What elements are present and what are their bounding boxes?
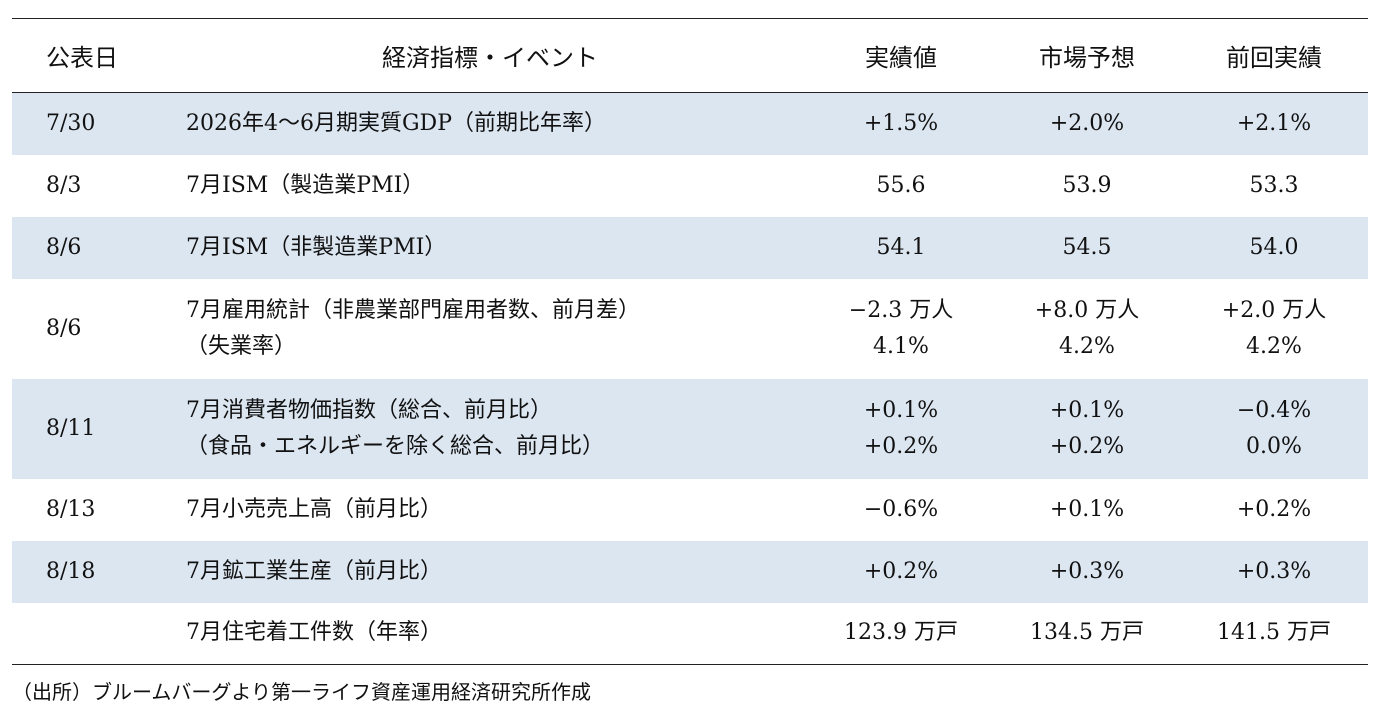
row-indicator: 2026年4～6月期実質GDP（前期比年率）	[172, 92, 808, 155]
actual-value: −0.6%	[863, 496, 939, 522]
actual-value: +0.2%	[863, 558, 939, 584]
table-row: 8/6 7月雇用統計（非農業部門雇用者数、前月差） （失業率） −2.3 万人 …	[12, 279, 1368, 379]
actual-value: 123.9 万戸	[844, 620, 958, 646]
source-note: （出所）ブルームバーグより第一ライフ資産運用経済研究所作成	[12, 680, 591, 704]
table-row: 7/30 2026年4～6月期実質GDP（前期比年率） +1.5% +2.0% …	[12, 92, 1368, 155]
row-previous: +0.2%	[1180, 479, 1368, 541]
expected-value: +8.0 万人	[1034, 297, 1140, 323]
previous-value: 0.0%	[1246, 433, 1302, 459]
header-date: 公表日	[12, 18, 172, 93]
row-date: 8/13	[46, 497, 96, 522]
header-previous: 前回実績	[1180, 18, 1368, 93]
row-actual: −0.6%	[808, 479, 994, 541]
indicator-line: 7月住宅着工件数（年率）	[186, 620, 442, 646]
indicator-line: 2026年4～6月期実質GDP（前期比年率）	[186, 110, 606, 136]
previous-value: 141.5 万戸	[1217, 620, 1331, 646]
row-date: 8/11	[12, 378, 172, 479]
indicator-line: 7月消費者物価指数（総合、前月比）	[186, 397, 552, 423]
row-date: 8/3	[46, 173, 82, 198]
actual-value: 54.1	[876, 234, 926, 260]
row-actual: +1.5%	[808, 92, 994, 155]
row-actual: 55.6	[808, 155, 994, 217]
row-expected: 54.5	[994, 216, 1180, 279]
indicator-line: （失業率）	[186, 333, 297, 359]
row-previous: −0.4% 0.0%	[1180, 378, 1368, 479]
row-previous: 141.5 万戸	[1180, 602, 1368, 665]
actual-value: +1.5%	[863, 110, 939, 136]
expected-value: 134.5 万戸	[1030, 620, 1144, 646]
actual-value: 4.1%	[873, 333, 929, 359]
expected-value: +2.0%	[1049, 110, 1125, 136]
row-date: 8/18	[12, 540, 172, 603]
table-row: 8/11 7月消費者物価指数（総合、前月比） （食品・エネルギーを除く総合、前月…	[12, 378, 1368, 479]
row-date	[12, 602, 172, 665]
row-date: 8/6	[12, 216, 172, 279]
economic-indicators-table-wrap: 公表日 経済指標・イベント 実績値 市場予想 前回実績 7/30 2026年4～…	[12, 18, 1368, 665]
row-expected: 53.9	[994, 155, 1180, 217]
indicator-line: 7月小売売上高（前月比）	[186, 496, 442, 522]
row-actual: −2.3 万人 4.1%	[808, 279, 994, 379]
row-indicator: 7月雇用統計（非農業部門雇用者数、前月差） （失業率）	[172, 279, 808, 379]
header-row: 公表日 経済指標・イベント 実績値 市場予想 前回実績	[12, 18, 1368, 93]
previous-value: +2.1%	[1236, 110, 1312, 136]
row-actual: +0.1% +0.2%	[808, 378, 994, 479]
row-expected: +8.0 万人 4.2%	[994, 279, 1180, 379]
expected-value: 54.5	[1062, 234, 1112, 260]
row-previous: 54.0	[1180, 216, 1368, 279]
row-expected: +0.1% +0.2%	[994, 378, 1180, 479]
row-date: 7/30	[12, 92, 172, 155]
table-row: 8/18 7月鉱工業生産（前月比） +0.2% +0.3% +0.3%	[12, 540, 1368, 603]
row-actual: +0.2%	[808, 540, 994, 603]
expected-value: 4.2%	[1059, 333, 1115, 359]
economic-indicators-table: 公表日 経済指標・イベント 実績値 市場予想 前回実績 7/30 2026年4～…	[12, 18, 1368, 665]
row-indicator: 7月ISM（製造業PMI）	[172, 155, 808, 217]
expected-value: +0.1%	[1049, 496, 1125, 522]
row-previous: +2.0 万人 4.2%	[1180, 279, 1368, 379]
header-expected: 市場予想	[994, 18, 1180, 93]
actual-value: −2.3 万人	[848, 297, 954, 323]
previous-value: 4.2%	[1246, 333, 1302, 359]
row-indicator: 7月ISM（非製造業PMI）	[172, 216, 808, 279]
row-actual: 54.1	[808, 216, 994, 279]
row-indicator: 7月小売売上高（前月比）	[172, 479, 808, 541]
actual-value: 55.6	[876, 172, 926, 198]
row-indicator: 7月鉱工業生産（前月比）	[172, 540, 808, 603]
indicator-line: 7月鉱工業生産（前月比）	[186, 558, 442, 584]
indicator-line: 7月ISM（非製造業PMI）	[186, 234, 447, 260]
previous-value: +0.3%	[1236, 558, 1312, 584]
previous-value: 54.0	[1249, 234, 1299, 260]
row-expected: 134.5 万戸	[994, 602, 1180, 665]
actual-value: +0.2%	[863, 433, 939, 459]
row-date: 8/6	[46, 316, 82, 341]
previous-value: 53.3	[1249, 172, 1299, 198]
previous-value: −0.4%	[1236, 397, 1312, 423]
row-previous: +2.1%	[1180, 92, 1368, 155]
indicator-line: （食品・エネルギーを除く総合、前月比）	[186, 433, 605, 459]
expected-value: +0.3%	[1049, 558, 1125, 584]
row-expected: +0.1%	[994, 479, 1180, 541]
table-row: 8/13 7月小売売上高（前月比） −0.6% +0.1% +0.2%	[12, 479, 1368, 541]
table-row: 7月住宅着工件数（年率） 123.9 万戸 134.5 万戸 141.5 万戸	[12, 602, 1368, 665]
row-expected: +2.0%	[994, 92, 1180, 155]
expected-value: 53.9	[1062, 172, 1112, 198]
actual-value: +0.1%	[863, 397, 939, 423]
header-actual: 実績値	[808, 18, 994, 93]
indicator-line: 7月ISM（製造業PMI）	[186, 172, 425, 198]
header-indicator: 経済指標・イベント	[172, 18, 808, 93]
indicator-line: 7月雇用統計（非農業部門雇用者数、前月差）	[186, 297, 640, 323]
row-indicator: 7月消費者物価指数（総合、前月比） （食品・エネルギーを除く総合、前月比）	[172, 378, 808, 479]
table-row: 8/6 7月ISM（非製造業PMI） 54.1 54.5 54.0	[12, 216, 1368, 279]
expected-value: +0.2%	[1049, 433, 1125, 459]
row-previous: +0.3%	[1180, 540, 1368, 603]
row-actual: 123.9 万戸	[808, 602, 994, 665]
row-expected: +0.3%	[994, 540, 1180, 603]
row-previous: 53.3	[1180, 155, 1368, 217]
previous-value: +0.2%	[1236, 496, 1312, 522]
expected-value: +0.1%	[1049, 397, 1125, 423]
previous-value: +2.0 万人	[1221, 297, 1327, 323]
row-indicator: 7月住宅着工件数（年率）	[172, 602, 808, 665]
table-row: 8/3 7月ISM（製造業PMI） 55.6 53.9 53.3	[12, 155, 1368, 217]
